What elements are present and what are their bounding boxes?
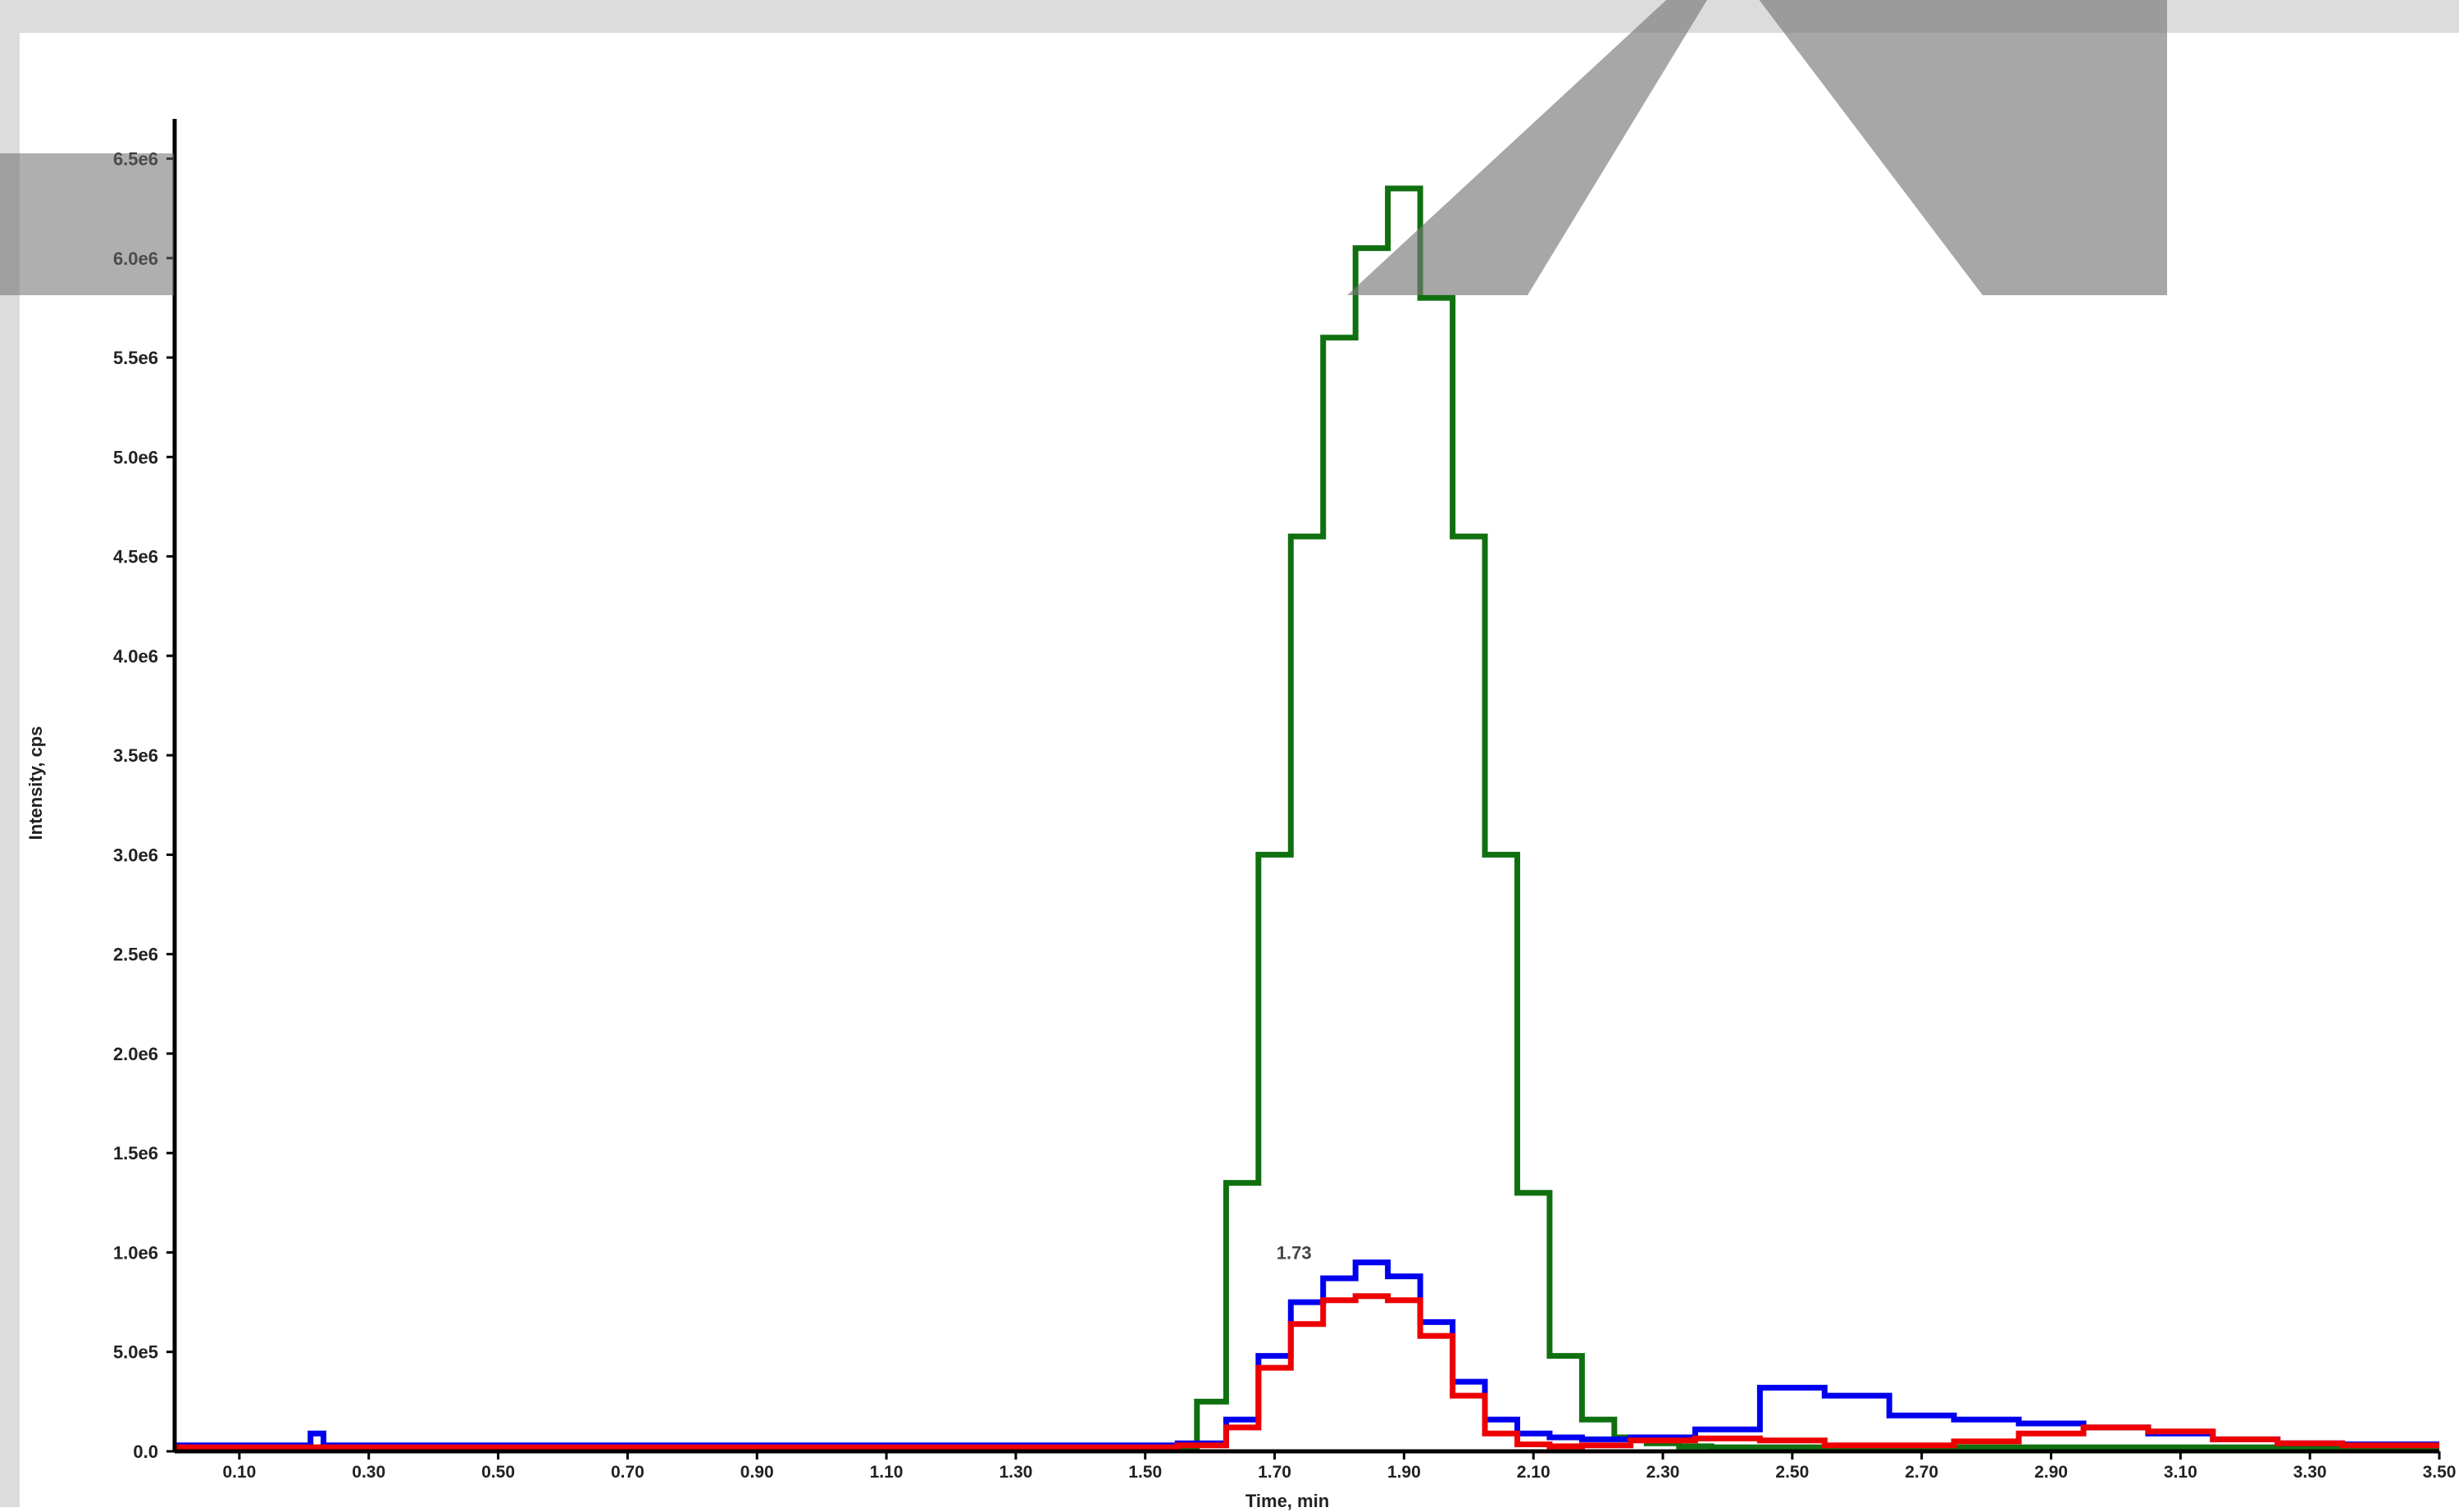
series-line xyxy=(175,1293,2439,1451)
y-axis-label: Intensity, cps xyxy=(25,726,46,840)
series-line xyxy=(175,1259,2439,1449)
x-tick-label: 2.90 xyxy=(2034,1463,2068,1482)
x-tick-label: 1.50 xyxy=(1128,1463,1162,1482)
x-tick-label: 1.10 xyxy=(870,1463,904,1482)
y-axis-ticks: 0.0 5.0e5 1.0e6 1.5e6 2.0e6 2.5e6 3.0e6 3.5e6 4.… xyxy=(113,149,175,1462)
peak-annotations: 1.73 xyxy=(1277,1242,1312,1263)
x-axis-label: Time, min xyxy=(1245,1491,1330,1511)
x-tick-label: 1.30 xyxy=(999,1463,1032,1482)
y-tick-label: 2.5e6 xyxy=(113,945,158,965)
y-tick-label: 3.0e6 xyxy=(113,845,158,865)
x-tick-label: 0.10 xyxy=(222,1463,256,1482)
x-axis-ticks: 0.10 0.30 0.50 0.70 0.90 1.10 1.30 1.50 1.70 1.90… xyxy=(222,1451,2456,1482)
x-tick-label: 2.30 xyxy=(1646,1463,1680,1482)
x-tick-label: 3.30 xyxy=(2293,1463,2327,1482)
y-tick-label: 4.0e6 xyxy=(113,646,158,667)
y-tick-label: 2.0e6 xyxy=(113,1044,158,1064)
series-line xyxy=(175,185,2439,1451)
x-tick-label: 3.50 xyxy=(2423,1463,2457,1482)
x-tick-label: 0.70 xyxy=(611,1463,644,1482)
x-tick-label: 2.70 xyxy=(1905,1463,1938,1482)
overlay-tab xyxy=(0,153,174,295)
x-tick-label: 2.10 xyxy=(1517,1463,1551,1482)
x-tick-label: 0.50 xyxy=(481,1463,515,1482)
y-tick-label: 5.0e5 xyxy=(113,1342,158,1363)
y-tick-label: 5.0e6 xyxy=(113,447,158,467)
x-tick-label: 1.90 xyxy=(1387,1463,1421,1482)
y-tick-label: 1.0e6 xyxy=(113,1242,158,1263)
x-tick-label: 2.50 xyxy=(1775,1463,1809,1482)
x-tick-label: 0.30 xyxy=(352,1463,385,1482)
y-tick-label: 4.5e6 xyxy=(113,547,158,567)
peak-label: 1.73 xyxy=(1277,1242,1312,1263)
x-tick-label: 3.10 xyxy=(2164,1463,2197,1482)
y-tick-label: 5.5e6 xyxy=(113,348,158,368)
y-tick-label: 0.0 xyxy=(133,1441,158,1462)
y-tick-label: 1.5e6 xyxy=(113,1143,158,1164)
x-tick-label: 1.70 xyxy=(1258,1463,1291,1482)
y-tick-label: 3.5e6 xyxy=(113,745,158,766)
chart-series xyxy=(175,185,2439,1451)
x-tick-label: 0.90 xyxy=(740,1463,774,1482)
